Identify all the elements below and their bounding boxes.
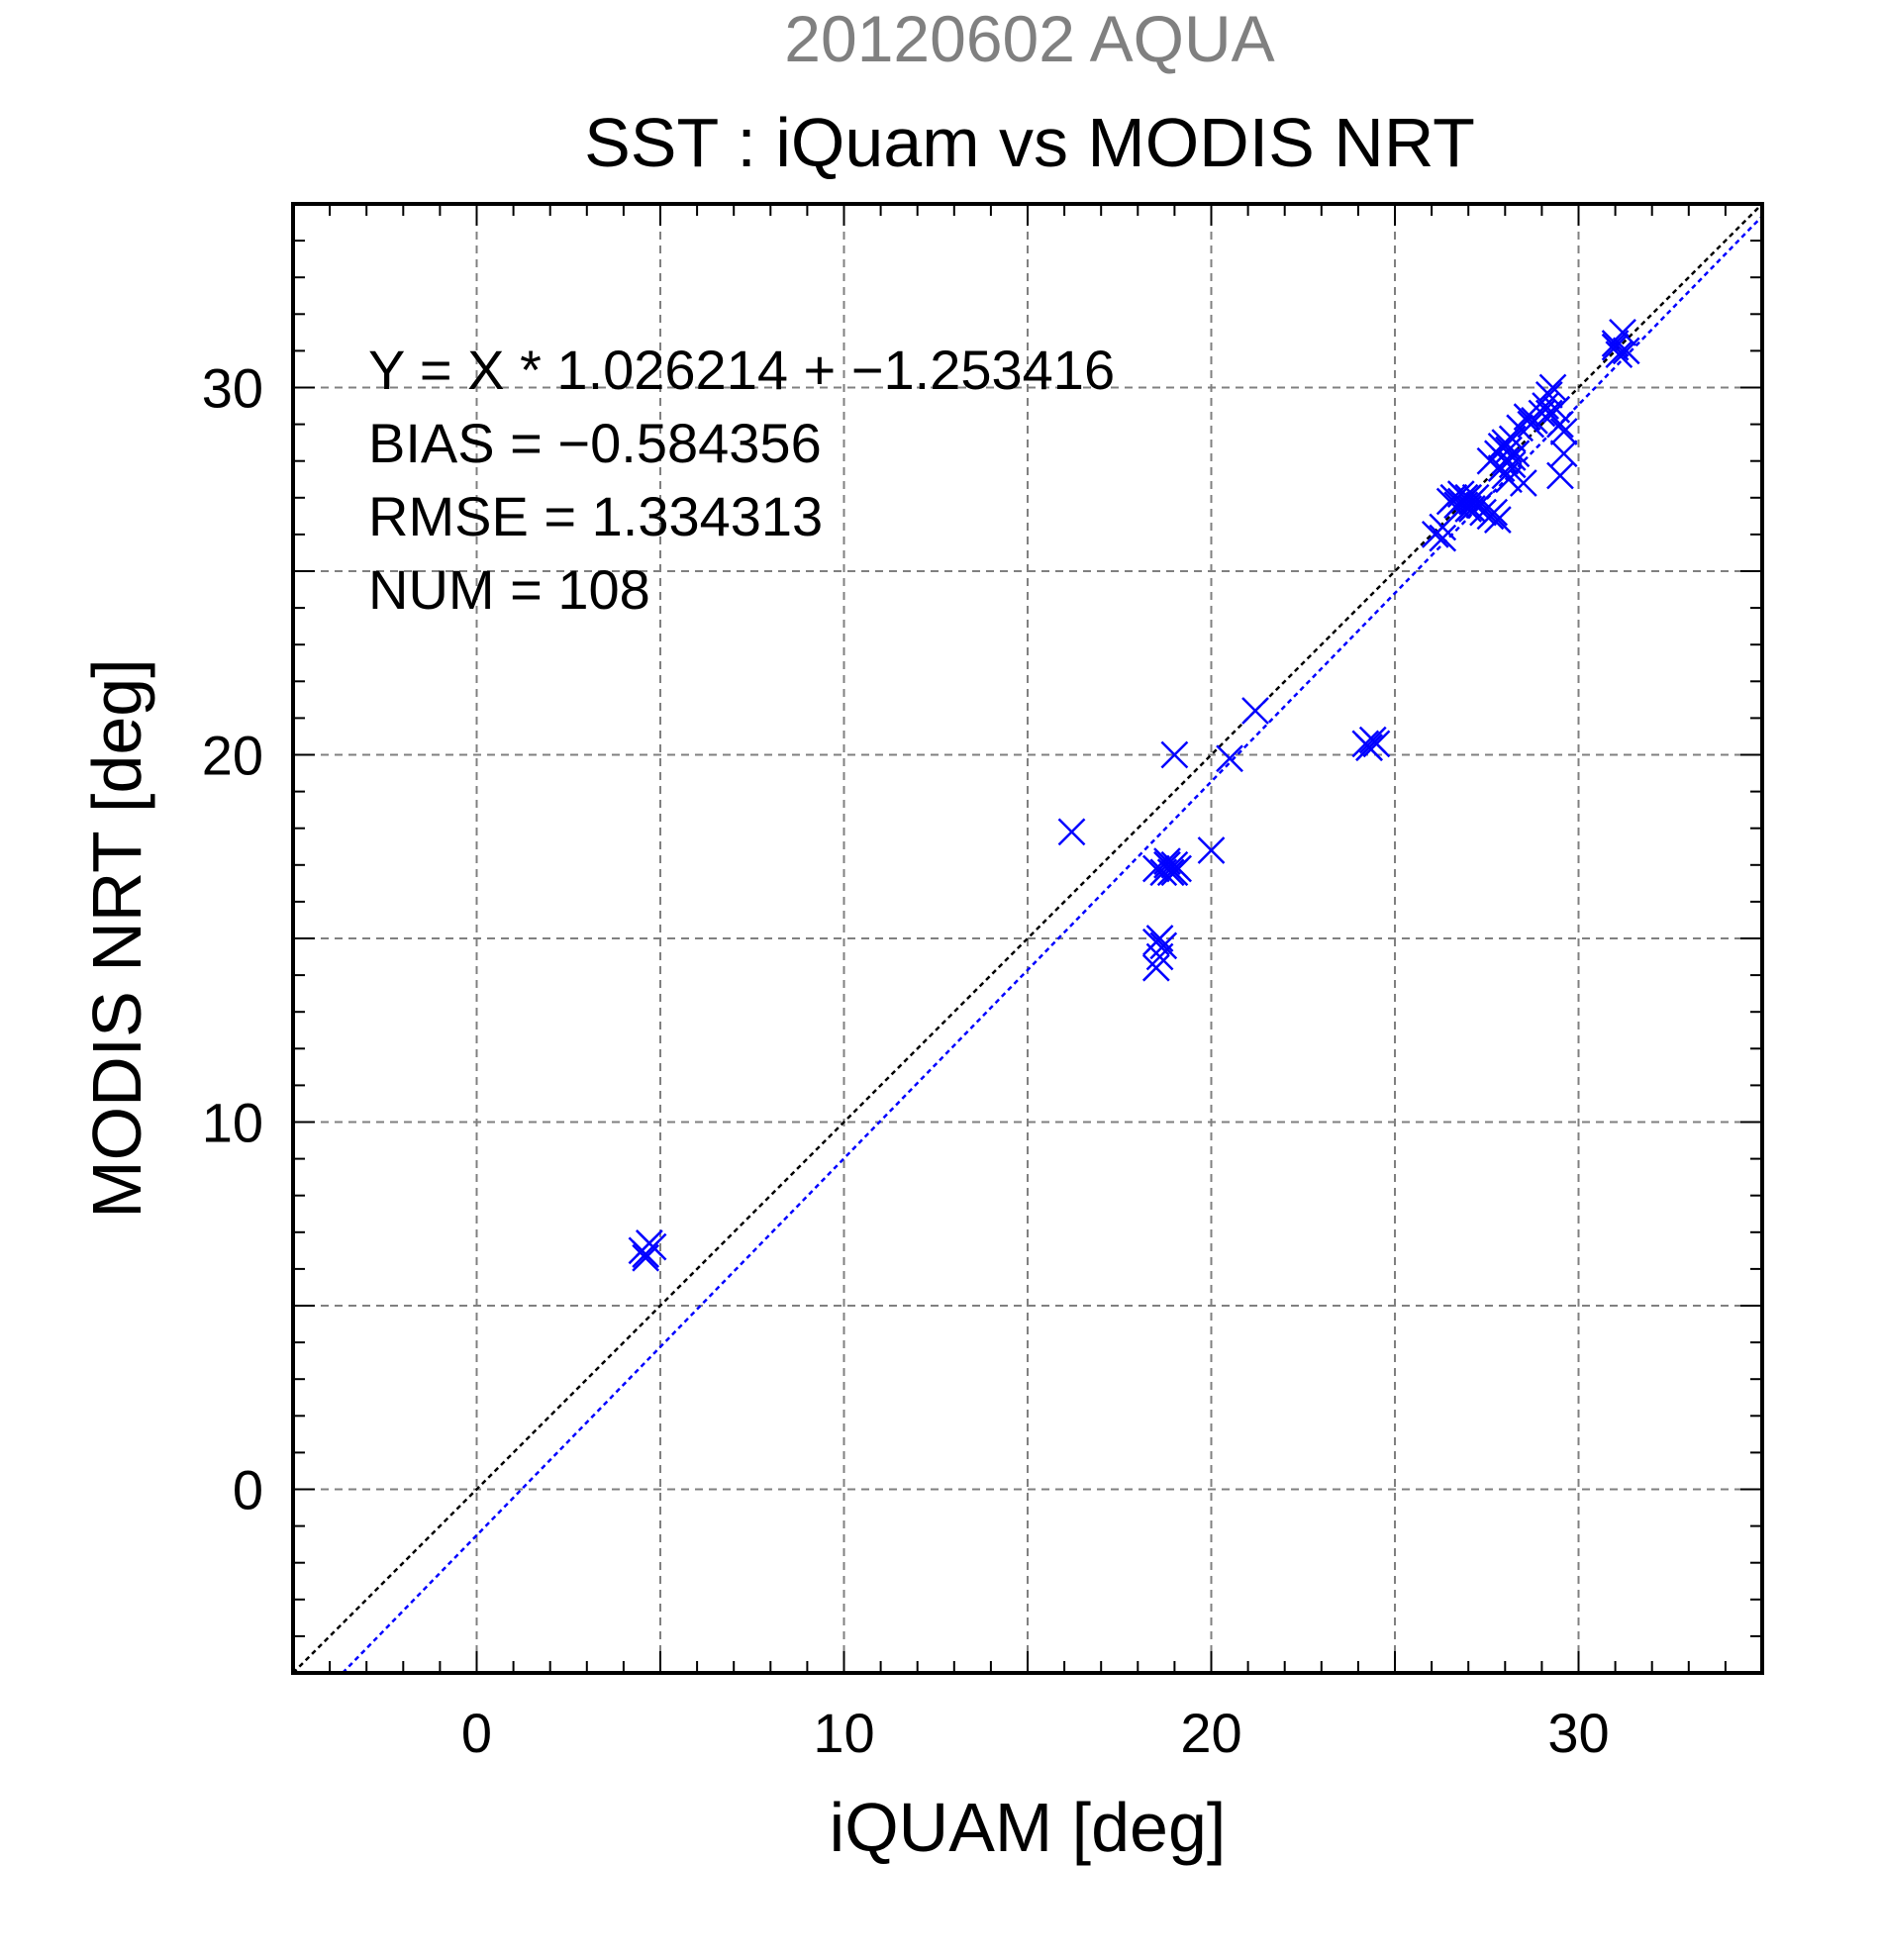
data-point xyxy=(1216,744,1243,773)
data-point-stroke xyxy=(1197,836,1226,864)
data-point xyxy=(1197,836,1226,864)
data-point xyxy=(1483,506,1512,534)
data-point-stroke xyxy=(1216,744,1243,773)
grid-lines xyxy=(293,204,1762,1673)
data-point xyxy=(1612,337,1640,365)
data-point-stroke xyxy=(1612,337,1640,365)
data-point xyxy=(1160,740,1189,769)
data-point xyxy=(1362,730,1391,758)
stats-box: Y = X * 1.026214 + −1.253416 BIAS = −0.5… xyxy=(368,339,1115,621)
data-point-stroke xyxy=(1609,318,1636,346)
plot-frame xyxy=(291,202,1764,1675)
data-point xyxy=(1601,333,1630,361)
data-point-stroke xyxy=(1542,395,1571,424)
data-point-stroke xyxy=(1480,498,1509,527)
data-point-stroke xyxy=(1149,931,1178,960)
tick-labels: 0 10 20 30 0 10 20 30 xyxy=(202,357,1610,1765)
x-tick-label: 0 xyxy=(461,1702,492,1764)
y-tick-label: 30 xyxy=(202,357,263,420)
data-point-stroke xyxy=(632,1243,660,1272)
data-point-stroke xyxy=(1241,697,1269,725)
data-point-stroke xyxy=(1160,858,1189,887)
data-point-stroke xyxy=(1469,498,1497,527)
data-point-stroke xyxy=(1355,734,1383,761)
stats-bias: BIAS = −0.584356 xyxy=(368,412,822,474)
data-point-stroke xyxy=(1429,513,1457,541)
data-point-stroke xyxy=(1605,341,1634,368)
data-point xyxy=(1450,483,1479,512)
data-point xyxy=(1609,318,1636,346)
chart-title: SST : iQuam vs MODIS NRT xyxy=(584,104,1475,181)
data-point-stroke xyxy=(1156,858,1185,887)
data-point-stroke xyxy=(1057,818,1086,846)
data-point xyxy=(1241,697,1269,725)
data-point-stroke xyxy=(1153,847,1181,875)
stats-num: NUM = 108 xyxy=(368,558,650,621)
data-point xyxy=(1532,392,1559,420)
x-tick-label: 20 xyxy=(1180,1702,1241,1764)
y-tick-label: 10 xyxy=(202,1092,263,1154)
data-point xyxy=(1429,524,1457,552)
data-point-stroke xyxy=(1601,333,1630,361)
data-point xyxy=(1160,858,1189,887)
data-point xyxy=(1141,953,1170,982)
data-point-stroke xyxy=(1509,469,1537,497)
data-point-stroke xyxy=(1483,506,1512,534)
data-point-stroke xyxy=(1487,454,1516,483)
data-point xyxy=(1149,931,1178,960)
data-point xyxy=(1546,410,1574,439)
data-point xyxy=(1549,418,1578,445)
data-point-stroke xyxy=(1546,410,1574,439)
stats-equation: Y = X * 1.026214 + −1.253416 xyxy=(368,339,1115,401)
data-point xyxy=(1156,858,1185,887)
data-point xyxy=(1549,440,1578,468)
data-point-stroke xyxy=(1439,483,1468,512)
x-tick-label: 10 xyxy=(813,1702,874,1764)
data-point xyxy=(1057,818,1086,846)
y-tick-label: 0 xyxy=(233,1459,263,1521)
data-point-stroke xyxy=(1145,925,1174,952)
data-point-stroke xyxy=(1450,483,1479,512)
x-axis-label: iQUAM [deg] xyxy=(830,1789,1227,1866)
data-point xyxy=(1469,498,1497,527)
y-axis-label: MODIS NRT [deg] xyxy=(78,658,155,1218)
data-point-stroke xyxy=(1429,524,1457,552)
fit-line xyxy=(342,215,1763,1674)
data-point-stroke xyxy=(1549,418,1578,445)
x-tick-label: 30 xyxy=(1547,1702,1609,1764)
data-point-stroke xyxy=(1454,495,1483,523)
data-points xyxy=(628,318,1640,1272)
y-tick-label: 20 xyxy=(202,725,263,787)
data-point-stroke xyxy=(1549,440,1578,468)
stats-rmse: RMSE = 1.334313 xyxy=(368,485,823,547)
data-point-stroke xyxy=(1495,436,1523,464)
data-point-stroke xyxy=(1495,465,1523,494)
data-point xyxy=(1509,469,1537,497)
data-point xyxy=(632,1243,660,1272)
data-point xyxy=(1480,498,1509,527)
data-point-stroke xyxy=(1362,730,1391,758)
data-point xyxy=(1145,925,1174,952)
data-point-stroke xyxy=(1141,953,1170,982)
data-point-stroke xyxy=(1160,740,1189,769)
data-point-stroke xyxy=(1532,392,1559,420)
data-point-stroke xyxy=(1546,461,1574,490)
chart-supertitle: 20120602 AQUA xyxy=(784,2,1274,75)
data-point xyxy=(1429,513,1457,541)
data-point xyxy=(1355,734,1383,761)
